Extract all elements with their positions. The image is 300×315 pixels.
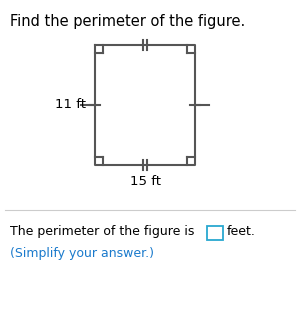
Text: (Simplify your answer.): (Simplify your answer.) xyxy=(10,247,154,260)
Text: feet.: feet. xyxy=(227,225,256,238)
Bar xyxy=(207,226,223,240)
Text: The perimeter of the figure is: The perimeter of the figure is xyxy=(10,225,194,238)
Text: 11 ft: 11 ft xyxy=(55,99,86,112)
Text: Find the perimeter of the figure.: Find the perimeter of the figure. xyxy=(10,14,245,29)
Text: 15 ft: 15 ft xyxy=(130,175,160,188)
